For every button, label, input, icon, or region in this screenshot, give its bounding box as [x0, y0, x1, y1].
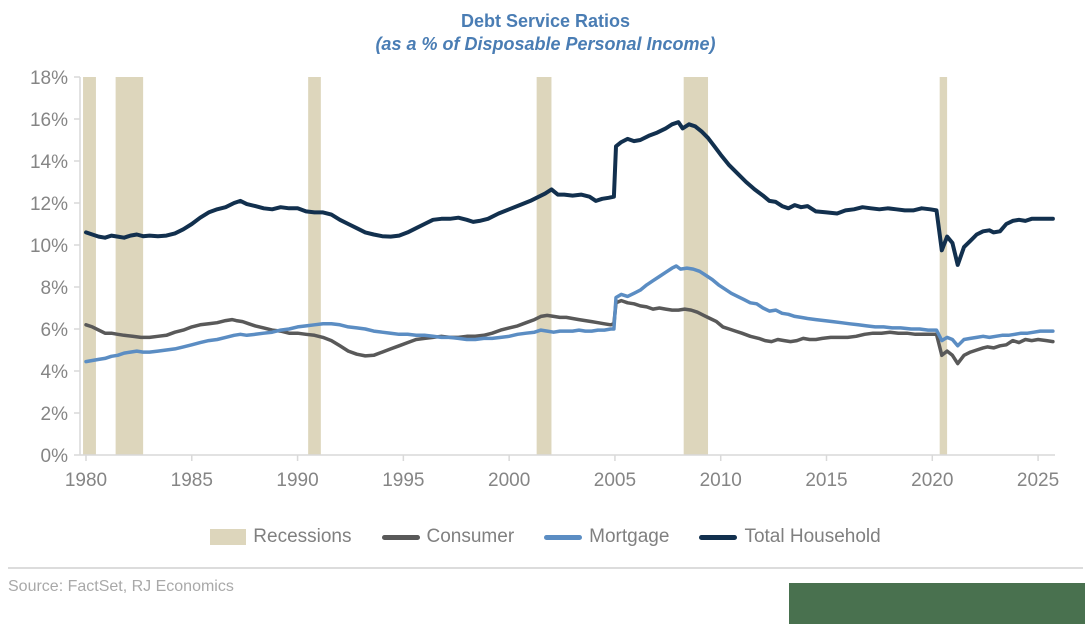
y-tick-label: 14%	[30, 152, 68, 173]
recession-band	[536, 77, 552, 455]
x-tick-label: 1990	[276, 470, 318, 491]
y-tick-label: 0%	[41, 446, 69, 467]
y-tick-label: 2%	[41, 404, 69, 425]
series-line-mortgage	[84, 264, 1055, 364]
x-tick-label: 2020	[911, 470, 953, 491]
legend-label-consumer: Consumer	[426, 526, 515, 547]
recession-band	[115, 77, 144, 455]
x-tick-label: 1985	[171, 470, 213, 491]
x-tick-label: 2015	[805, 470, 847, 491]
x-tick-label: 2010	[700, 470, 742, 491]
x-tick-label: 1995	[382, 470, 424, 491]
total-household-line-swatch	[699, 534, 738, 540]
x-tick-label: 1980	[65, 470, 107, 491]
series-line-consumer	[84, 298, 1055, 366]
legend-item-total-household: Total Household	[699, 526, 881, 548]
y-tick-label: 8%	[41, 278, 69, 299]
y-tick-label: 18%	[30, 68, 68, 89]
consumer-line-swatch	[381, 534, 420, 540]
recession-band	[83, 77, 96, 455]
recessions-swatch	[210, 529, 247, 545]
mortgage-line-swatch	[544, 534, 583, 540]
x-tick-label: 2000	[488, 470, 530, 491]
y-tick-label: 10%	[30, 236, 68, 257]
title-block: Debt Service Ratios (as a % of Disposabl…	[0, 10, 1091, 56]
chart-title: Debt Service Ratios	[460, 11, 631, 31]
brand-green-box	[789, 583, 1085, 624]
y-tick-label: 4%	[41, 362, 69, 383]
source-text: Source: FactSet, RJ Economics	[8, 578, 234, 595]
legend-label-mortgage: Mortgage	[589, 526, 670, 547]
legend-item-consumer: Consumer	[381, 526, 515, 548]
legend: Recessions Consumer Mortgage Total House…	[0, 521, 1091, 553]
legend-item-mortgage: Mortgage	[544, 526, 669, 548]
y-tick-label: 16%	[30, 110, 68, 131]
y-tick-label: 6%	[41, 320, 69, 341]
footer-divider	[8, 567, 1083, 569]
chart-subtitle: (as a % of Disposable Personal Income)	[375, 34, 716, 54]
x-tick-label: 2005	[594, 470, 636, 491]
legend-label-total-household: Total Household	[744, 526, 881, 547]
recession-band	[308, 77, 321, 455]
legend-item-recessions: Recessions	[210, 526, 352, 548]
recession-band	[939, 77, 948, 455]
x-tick-label: 2025	[1017, 470, 1059, 491]
plot-area: 0% 2% 4% 6% 8% 10% 12% 14% 16% 18% 1980 1985 1990 199…	[30, 68, 1059, 491]
series-line-total-household	[84, 120, 1055, 267]
legend-label-recessions: Recessions	[253, 526, 352, 547]
y-tick-label: 12%	[30, 194, 68, 215]
recession-band	[683, 77, 709, 455]
